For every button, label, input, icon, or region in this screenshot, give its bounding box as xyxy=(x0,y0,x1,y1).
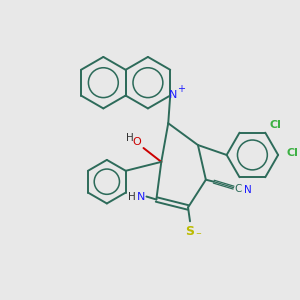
Text: O: O xyxy=(132,137,141,147)
Text: +: + xyxy=(177,84,185,94)
Text: Cl: Cl xyxy=(269,120,281,130)
Text: H: H xyxy=(126,133,134,143)
Text: ⁻: ⁻ xyxy=(195,231,201,241)
Text: N: N xyxy=(244,184,251,195)
Text: C: C xyxy=(235,184,242,194)
Text: N: N xyxy=(137,191,146,202)
Text: N: N xyxy=(169,90,177,100)
Text: S: S xyxy=(185,225,194,238)
Text: Cl: Cl xyxy=(286,148,298,158)
Text: H: H xyxy=(128,191,136,202)
